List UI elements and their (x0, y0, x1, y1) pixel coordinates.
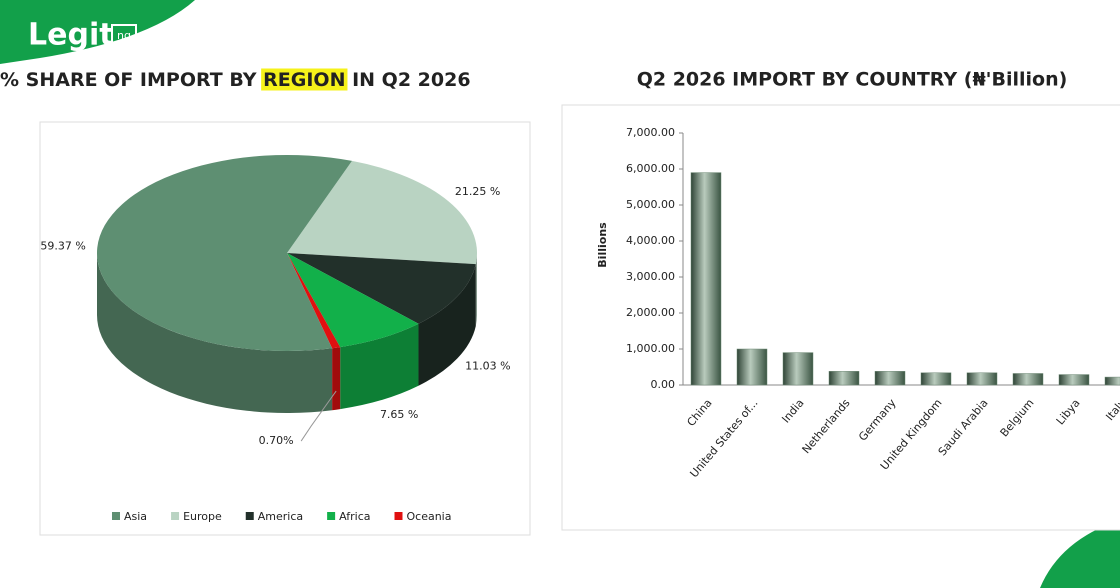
bar (690, 172, 722, 386)
legend-label: Africa (339, 510, 370, 523)
y-tick-label: 6,000.00 (626, 162, 675, 175)
bar (920, 372, 952, 386)
legend-swatch (112, 512, 120, 520)
bar (1012, 373, 1044, 386)
bar (828, 371, 860, 386)
bar (966, 372, 998, 386)
legend-swatch (394, 512, 403, 520)
y-tick-label: 3,000.00 (626, 270, 675, 283)
legend-swatch (327, 512, 336, 520)
logo-suffix: ng (117, 29, 131, 42)
logo-text: Legit (28, 18, 114, 53)
title-highlight (261, 68, 348, 91)
title-part: REGION (263, 69, 345, 91)
logo-shape (0, 0, 195, 64)
y-axis-label: Billions (596, 222, 609, 268)
y-tick-label: 1,000.00 (626, 342, 675, 355)
legend-label: Europe (183, 510, 222, 523)
bar (874, 371, 906, 386)
title-part: IN Q2 2026 (345, 69, 470, 91)
data-label: 11.03 % (465, 359, 510, 372)
legend-swatch (245, 512, 254, 520)
pie-side (340, 323, 419, 410)
pie-slice (287, 253, 476, 324)
pie-slice (287, 253, 341, 349)
legend-swatch (171, 512, 180, 520)
title-part: % SHARE OF IMPORT BY (0, 69, 263, 91)
bar (1104, 376, 1120, 386)
bar (1058, 374, 1090, 386)
bar (736, 348, 768, 386)
pie-title: % SHARE OF IMPORT BY REGION IN Q2 2026 (0, 69, 471, 91)
pie-slice (287, 160, 477, 265)
pie-slice (287, 253, 419, 348)
bar (782, 352, 814, 386)
legend-label: America (258, 510, 303, 523)
logo-box (111, 24, 137, 46)
data-label: 21.25 % (455, 185, 500, 198)
y-tick-label: 5,000.00 (626, 198, 675, 211)
y-tick-label: 7,000.00 (626, 126, 675, 139)
legend-label: Oceania (407, 510, 452, 523)
data-label: 7.65 % (380, 408, 418, 421)
data-label: 59.37 % (40, 240, 85, 253)
pie-side (332, 347, 341, 411)
leader-line (300, 390, 337, 442)
bar-title: Q2 2026 IMPORT BY COUNTRY (₦'Billion) (637, 69, 1068, 91)
pie-side (475, 253, 477, 327)
y-tick-label: 0.00 (651, 378, 676, 391)
bar-panel (561, 104, 1120, 531)
pie-side (418, 264, 476, 386)
pie-slice (96, 154, 352, 351)
y-tick-label: 4,000.00 (626, 234, 675, 247)
data-label: 0.70% (259, 434, 294, 447)
legend-label: Asia (124, 510, 147, 523)
y-tick-label: 2,000.00 (626, 306, 675, 319)
corner-shape (1040, 520, 1120, 588)
pie-side (97, 253, 333, 413)
